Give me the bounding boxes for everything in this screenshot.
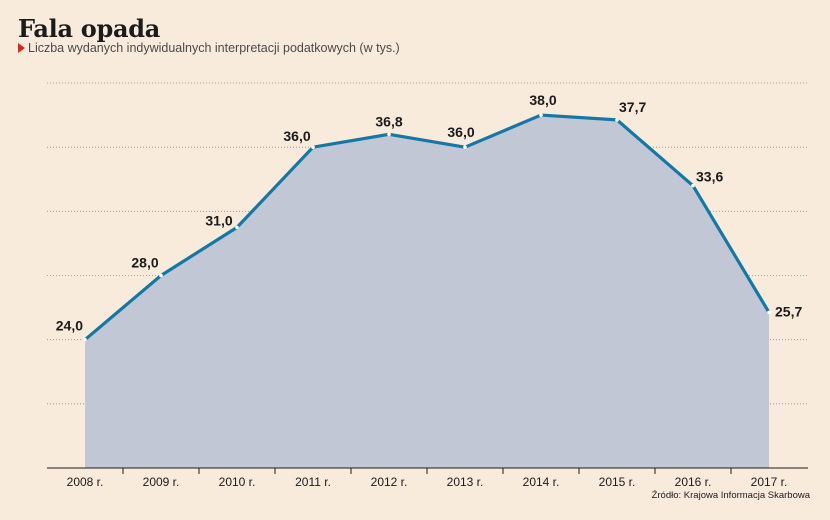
data-label: 33,6 (696, 169, 723, 185)
data-point (615, 118, 619, 122)
data-label: 28,0 (131, 255, 158, 271)
data-label: 37,7 (619, 99, 646, 115)
x-tick-label: 2011 r. (295, 475, 331, 489)
triangle-marker-icon (18, 43, 25, 53)
data-point (159, 273, 163, 278)
chart-title: Fala opada (18, 14, 160, 43)
data-point (235, 225, 239, 230)
data-label: 31,0 (205, 212, 232, 228)
x-tick-label: 2008 r. (67, 475, 104, 489)
data-label: 36,0 (283, 128, 310, 144)
data-label: 36,8 (375, 113, 402, 129)
x-tick-label: 2015 r. (599, 475, 636, 489)
data-point (83, 337, 87, 342)
data-label: 25,7 (775, 303, 802, 319)
x-tick-label: 2010 r. (219, 475, 256, 489)
series-line (83, 113, 771, 342)
x-tick-label: 2012 r. (371, 475, 408, 489)
data-label: 38,0 (529, 92, 556, 108)
data-label: 36,0 (447, 124, 474, 140)
data-point (463, 145, 467, 149)
x-tick-label: 2014 r. (523, 475, 560, 489)
area-fill (85, 115, 769, 468)
source-note: Źródło: Krajowa Informacja Skarbowa (651, 490, 810, 501)
data-point (387, 132, 391, 137)
data-point (311, 145, 315, 149)
chart-subtitle: Liczba wydanych indywidualnych interpret… (18, 41, 400, 55)
data-point (539, 113, 543, 117)
x-tick-label: 2016 r. (675, 475, 712, 489)
data-label: 24,0 (56, 318, 83, 334)
x-tick-label: 2009 r. (143, 475, 180, 489)
x-tick-label: 2013 r. (447, 475, 484, 489)
data-point (767, 310, 771, 315)
data-point (691, 183, 695, 188)
chart-subtitle-text: Liczba wydanych indywidualnych interpret… (28, 41, 400, 55)
x-tick-label: 2017 r. (751, 475, 788, 489)
